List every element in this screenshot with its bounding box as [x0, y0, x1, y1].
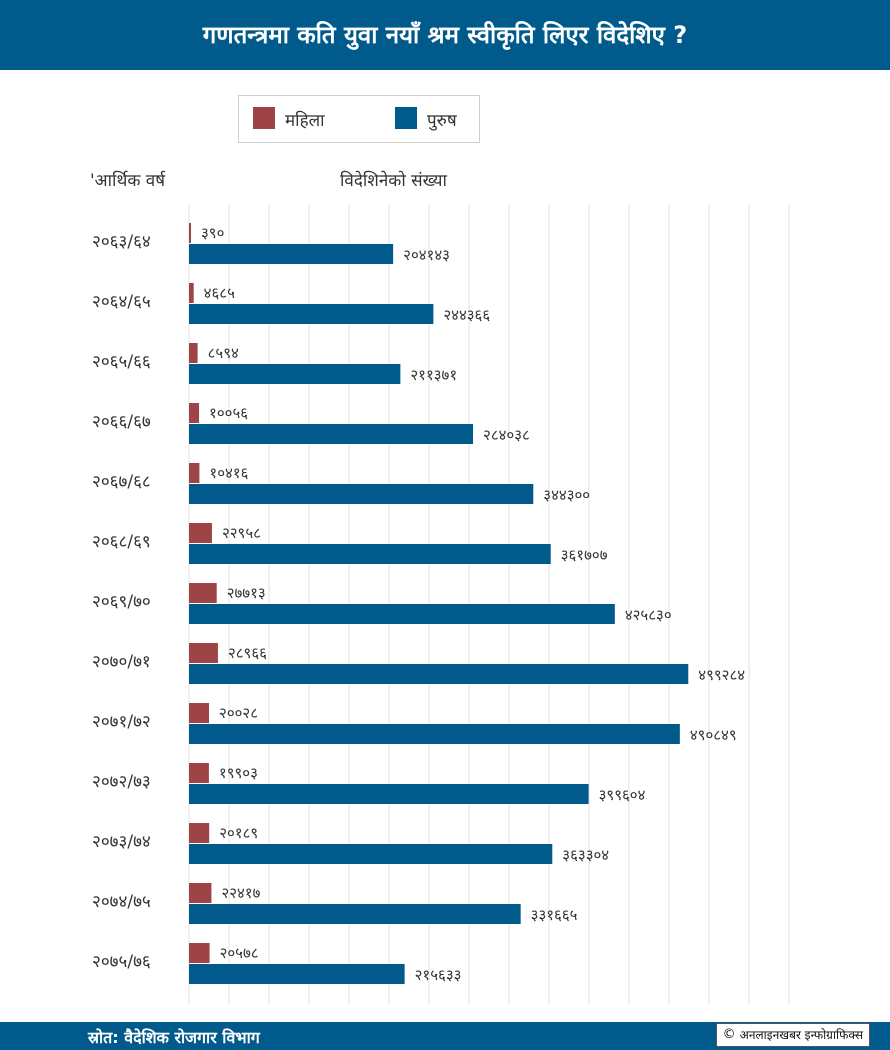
- female-bar: [189, 703, 210, 723]
- female-value-label: ८५९४: [208, 344, 239, 362]
- year-label: २०६३/६४: [92, 232, 151, 252]
- female-value-label: २७७१३: [227, 584, 266, 602]
- male-value-label: ४९०८४९: [690, 726, 737, 744]
- male-value-label: ४९९२८४: [698, 666, 745, 684]
- male-bar: [189, 784, 589, 804]
- legend-female-label: महिला: [285, 111, 325, 131]
- female-value-label: ३९०: [201, 224, 224, 242]
- male-bar: [189, 964, 405, 984]
- year-label: २०७३/७४: [92, 832, 151, 852]
- male-bar: [189, 664, 689, 684]
- male-bar: [189, 724, 680, 744]
- female-bar: [189, 823, 210, 843]
- year-label: २०६९/७०: [92, 592, 151, 612]
- male-value-label: ३६१७०७: [561, 546, 608, 564]
- count-column-header: विदेशिनेको संख्या: [340, 171, 447, 191]
- female-bar: [189, 943, 210, 963]
- year-label: २०७०/७१: [92, 652, 151, 672]
- male-value-label: ३९९६०४: [599, 786, 646, 804]
- female-value-label: २२४१७: [221, 884, 260, 902]
- male-value-label: २११३७१: [410, 366, 457, 384]
- bar-chart: २०६३/६४ ३९० २०४१४३ २०६४/६५ ४६८५ २४४३६६ २०६५/६६…: [92, 205, 790, 1005]
- footer-bar: स्रोत: वैदेशिक रोजगार विभाग © अनलाइनखबर …: [0, 1022, 890, 1050]
- year-label: २०६४/६५: [92, 292, 151, 312]
- male-value-label: ४२५८३०: [625, 606, 672, 624]
- male-bar: [189, 844, 553, 864]
- male-bar: [189, 244, 394, 264]
- male-bar: [189, 364, 401, 384]
- male-value-label: ३३१६६५: [531, 906, 578, 924]
- year-label: २०७४/७५: [92, 892, 151, 912]
- male-bar: [189, 304, 434, 324]
- legend-male-label: पुरुष: [427, 111, 457, 131]
- source-text: स्रोत: वैदेशिक रोजगार विभाग: [88, 1028, 260, 1047]
- year-column-header: 'आर्थिक वर्ष: [90, 171, 166, 191]
- male-value-label: २४४३६६: [443, 306, 490, 324]
- female-bar: [189, 463, 200, 483]
- female-bar: [189, 883, 212, 903]
- legend-female-swatch: [253, 107, 275, 129]
- year-label: २०७१/७२: [92, 712, 151, 732]
- female-value-label: १००५६: [209, 404, 248, 422]
- male-value-label: २८४०३८: [483, 426, 530, 444]
- male-value-label: ३६३३०४: [562, 846, 609, 864]
- female-value-label: २८९६६: [228, 644, 267, 662]
- male-value-label: २१५६३३: [415, 966, 462, 984]
- legend: महिला पुरुष: [238, 95, 480, 143]
- female-value-label: ४६८५: [204, 284, 235, 302]
- male-bar: [189, 484, 534, 504]
- male-bar: [189, 604, 615, 624]
- year-label: २०६८/६९: [92, 532, 151, 552]
- female-value-label: २०१८९: [219, 824, 258, 842]
- year-label: २०६५/६६: [92, 352, 151, 372]
- legend-male-swatch: [395, 107, 417, 129]
- year-label: २०६६/६७: [92, 412, 151, 432]
- female-bar: [189, 403, 200, 423]
- female-value-label: २२९५८: [222, 524, 261, 542]
- male-value-label: २०४१४३: [403, 246, 450, 264]
- copyright-icon: ©: [722, 1027, 736, 1042]
- female-value-label: १०४१६: [209, 464, 248, 482]
- year-label: २०६७/६८: [92, 472, 151, 492]
- credit-badge: © अनलाइनखबर इन्फोग्राफिक्स: [715, 1023, 870, 1047]
- female-bar: [189, 223, 191, 243]
- female-bar: [189, 643, 218, 663]
- page-title: गणतन्त्रमा कति युवा नयाँ श्रम स्वीकृति ल…: [202, 21, 688, 49]
- female-bar: [189, 583, 217, 603]
- male-bar: [189, 904, 521, 924]
- female-bar: [189, 763, 209, 783]
- female-value-label: २०५७८: [220, 944, 259, 962]
- credit-text: अनलाइनखबर इन्फोग्राफिक्स: [739, 1028, 863, 1042]
- year-label: २०७५/७६: [92, 952, 151, 972]
- male-value-label: ३४४३००: [543, 486, 590, 504]
- male-bar: [189, 424, 474, 444]
- female-value-label: २००२८: [219, 704, 258, 722]
- male-bar: [189, 544, 551, 564]
- header-bar: गणतन्त्रमा कति युवा नयाँ श्रम स्वीकृति ल…: [0, 0, 890, 70]
- female-bar: [189, 343, 198, 363]
- female-bar: [189, 523, 212, 543]
- female-bar: [189, 283, 194, 303]
- year-label: २०७२/७३: [92, 772, 151, 792]
- female-value-label: १९९०३: [219, 764, 258, 782]
